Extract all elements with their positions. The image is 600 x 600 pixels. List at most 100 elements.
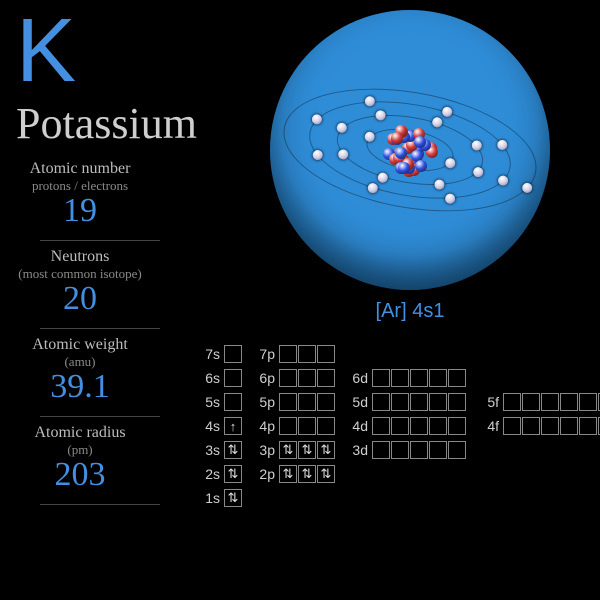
- orbital-box: [410, 441, 428, 459]
- orbital-box: ⇅: [317, 465, 335, 483]
- element-name: Potassium: [16, 98, 197, 149]
- orbital-box: [317, 369, 335, 387]
- orbital-sublevel-label: 5d: [348, 394, 368, 410]
- orbital-box: [429, 369, 447, 387]
- orbital-box: ⇅: [224, 465, 242, 483]
- orbital-row: 6s 6p 6d: [200, 366, 600, 390]
- orbital-box: [391, 417, 409, 435]
- neutron: [395, 147, 407, 159]
- orbital-box: [541, 393, 559, 411]
- stat-value: 39.1: [0, 370, 180, 404]
- orbital-row: 7s 7p: [200, 342, 600, 366]
- orbital-sublevel-label: 1s: [200, 490, 220, 506]
- orbital-box: ⇅: [298, 441, 316, 459]
- neutron: [414, 136, 426, 148]
- orbital-sublevel-label: 4s: [200, 418, 220, 434]
- stat-divider: [40, 328, 160, 329]
- orbital-box: [522, 393, 540, 411]
- orbital-box: [279, 345, 297, 363]
- orbital-box: [560, 417, 578, 435]
- orbital-box: [317, 417, 335, 435]
- orbital-box: [448, 417, 466, 435]
- orbital-sublevel-label: 5p: [255, 394, 275, 410]
- orbital-box: [279, 417, 297, 435]
- orbital-sublevel-label: 7p: [255, 346, 275, 362]
- orbital-box: [372, 369, 390, 387]
- orbital-sublevel-label: 5f: [479, 394, 499, 410]
- orbital-box: ⇅: [224, 441, 242, 459]
- orbital-sublevel-label: 6d: [348, 370, 368, 386]
- orbital-box: ⇅: [279, 441, 297, 459]
- nucleus: [382, 122, 438, 178]
- orbital-sublevel-label: 6p: [255, 370, 275, 386]
- orbital-box: [541, 417, 559, 435]
- stat-block: Atomic numberprotons / electrons19: [0, 160, 180, 228]
- orbital-box: [372, 441, 390, 459]
- stat-label: Atomic radius: [0, 424, 180, 442]
- orbital-sublevel-label: 5s: [200, 394, 220, 410]
- stat-block: Atomic radius(pm)203: [0, 424, 180, 492]
- orbital-box: [317, 393, 335, 411]
- orbital-sublevel-label: 3s: [200, 442, 220, 458]
- orbital-box: [579, 393, 597, 411]
- orbital-sublevel-label: 3p: [255, 442, 275, 458]
- orbital-box: ⇅: [279, 465, 297, 483]
- stat-value: 203: [0, 458, 180, 492]
- proton: [391, 132, 403, 144]
- orbital-box: [391, 369, 409, 387]
- stat-label: Atomic number: [0, 160, 180, 178]
- orbital-box: [224, 345, 242, 363]
- orbital-box: [448, 441, 466, 459]
- stat-divider: [40, 504, 160, 505]
- orbital-sublevel-label: 3d: [348, 442, 368, 458]
- orbital-box: [372, 393, 390, 411]
- orbital-box: ↑: [224, 417, 242, 435]
- element-symbol: K: [16, 0, 76, 103]
- orbital-box: [372, 417, 390, 435]
- orbital-box: [317, 345, 335, 363]
- orbital-box: [579, 417, 597, 435]
- orbital-box: [448, 393, 466, 411]
- electron-config-label: [Ar] 4s1: [340, 300, 480, 323]
- orbital-box: [391, 393, 409, 411]
- stat-value: 20: [0, 282, 180, 316]
- orbital-box: [224, 369, 242, 387]
- orbital-box: [429, 393, 447, 411]
- orbital-configuration-grid: 7s7p6s6p6d5s5p5d5f4s↑4p4d4f3s⇅3p⇅⇅⇅3d2s⇅…: [200, 342, 600, 510]
- stat-block: Neutrons(most common isotope)20: [0, 248, 180, 316]
- orbital-box: ⇅: [317, 441, 335, 459]
- neutron: [398, 162, 410, 174]
- stat-block: Atomic weight(amu)39.1: [0, 336, 180, 404]
- orbital-sublevel-label: 2s: [200, 466, 220, 482]
- stat-divider: [40, 416, 160, 417]
- orbital-box: [410, 417, 428, 435]
- orbital-box: [503, 417, 521, 435]
- orbital-box: [560, 393, 578, 411]
- orbital-row: 2s⇅2p⇅⇅⇅: [200, 462, 600, 486]
- orbital-box: [298, 417, 316, 435]
- orbital-box: [410, 369, 428, 387]
- orbital-box: [410, 393, 428, 411]
- orbital-box: [503, 393, 521, 411]
- stat-label: Neutrons: [0, 248, 180, 266]
- orbital-box: [448, 369, 466, 387]
- orbital-sublevel-label: 4p: [255, 418, 275, 434]
- orbital-box: [298, 345, 316, 363]
- orbital-sublevel-label: 4f: [479, 418, 499, 434]
- neutron: [415, 160, 427, 172]
- orbital-row: 4s↑ 4p 4d 4f: [200, 414, 600, 438]
- orbital-box: [298, 369, 316, 387]
- orbital-row: 3s⇅3p⇅⇅⇅3d: [200, 438, 600, 462]
- orbital-box: [522, 417, 540, 435]
- orbital-sublevel-label: 7s: [200, 346, 220, 362]
- stat-value: 19: [0, 194, 180, 228]
- orbital-sublevel-label: 6s: [200, 370, 220, 386]
- orbital-sublevel-label: 2p: [255, 466, 275, 482]
- orbital-row: 1s⇅: [200, 486, 600, 510]
- orbital-box: [279, 369, 297, 387]
- orbital-box: [298, 393, 316, 411]
- orbital-sublevel-label: 4d: [348, 418, 368, 434]
- orbital-row: 5s 5p 5d 5f: [200, 390, 600, 414]
- stat-divider: [40, 240, 160, 241]
- orbital-box: [279, 393, 297, 411]
